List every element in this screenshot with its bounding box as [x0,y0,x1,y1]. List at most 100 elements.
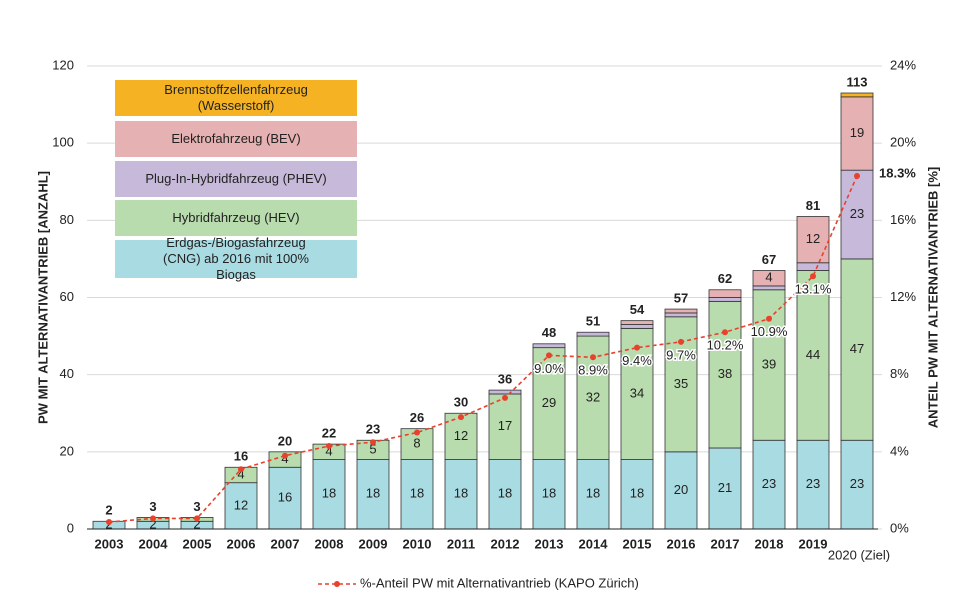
x-tick-label: 2010 [403,536,432,551]
line-value-label: 9.4% [622,353,652,368]
bar-segment [356,459,390,530]
total-label: 57 [674,291,688,306]
line-point [106,519,112,526]
total-label: 67 [762,252,776,267]
bar-segment [664,312,698,318]
segment-label: 44 [806,347,820,362]
legend-entry: Brennstoffzellenfahrzeug (Wasserstoff) [115,80,357,116]
x-tick-label: 2005 [183,536,212,551]
line-point [810,273,816,280]
bar-segment [488,389,522,395]
line-value-label: 9.0% [534,361,564,376]
total-label: 36 [498,372,512,387]
segment-label: 18 [366,486,380,501]
bar-segment [576,331,610,337]
x-tick-label: 2018 [755,536,784,551]
segment-label: 21 [718,480,732,495]
bar-segment [752,285,786,291]
line-value-label: 8.9% [578,363,608,378]
segment-label: 29 [542,395,556,410]
x-tick-label: 2013 [535,536,564,551]
y-axis-title: PW MIT ALTERNATIVANTRIEB [ANZAHL] [35,171,50,424]
line-point [854,172,860,179]
total-label: 81 [806,198,820,213]
segment-label: 19 [850,125,864,140]
segment-label: 18 [586,486,600,501]
segment-label: 18 [542,486,556,501]
segment-label: 20 [674,482,688,497]
total-label: 48 [542,325,556,340]
x-tick-label: 2017 [711,536,740,551]
bar-segment [532,459,566,530]
line-series [108,175,858,523]
x-tick-label: 2004 [139,536,169,551]
legend-label: %-Anteil PW mit Alternativantrieb (KAPO … [360,575,639,590]
y-tick-label: 20 [60,443,74,458]
line-point [766,315,772,322]
bar-segment [708,300,742,449]
line-point [414,429,420,436]
y2-tick-label: 0% [890,520,909,535]
line-value-label: 13.1% [795,282,832,297]
bar-segment [620,324,654,329]
bar-segment [620,320,654,325]
segment-label: 4 [237,466,244,481]
bar-segment [488,393,522,460]
total-label: 113 [847,74,868,89]
segment-label: 2 [149,517,156,532]
x-tick-label: 2012 [491,536,520,551]
line-value-label: 18.3% [879,165,916,180]
x-tick-label: 2016 [667,536,696,551]
bar-segment [796,216,830,264]
x-tick-label: 2008 [315,536,344,551]
bar-segment [796,270,830,441]
segment-label: 32 [586,389,600,404]
bar-segment [224,482,258,530]
bar-segment [840,92,874,98]
bar-segment [664,451,698,530]
total-label: 16 [234,449,248,464]
y-tick-label: 40 [60,366,74,381]
segment-label: 4 [325,443,332,458]
segment-label: 18 [630,486,644,501]
segment-label: 5 [369,441,376,456]
y-tick-label: 120 [52,57,74,72]
bar-segment [708,297,742,302]
bar-segment [268,451,302,468]
line-point [458,414,464,421]
bar-segment [532,343,566,349]
x-tick-label: 2009 [359,536,388,551]
segment-label: 39 [762,356,776,371]
line-point [634,344,640,351]
total-label: 51 [586,314,600,329]
x-tick-label: 2006 [227,536,256,551]
bar-segment [664,308,698,314]
segment-label: 12 [234,497,248,512]
bar-segment [444,412,478,460]
line-point [150,515,156,522]
y2-tick-label: 16% [890,212,916,227]
segment-label: 4 [765,270,772,285]
x-tick-label: 2015 [623,536,652,551]
x-tick-label: 2014 [579,536,609,551]
segment-label: 16 [278,490,292,505]
legend-entry: Hybridfahrzeug (HEV) [115,200,357,236]
line-point [502,394,508,401]
total-label: 62 [718,271,732,286]
segment-label: 23 [762,476,776,491]
line-point [722,329,728,336]
x-tick-label: 2007 [271,536,300,551]
line-value-label: 10.2% [707,338,744,353]
y2-tick-label: 20% [890,135,916,150]
line-point [678,338,684,345]
bar-segment [840,169,874,260]
legend-marker [334,581,340,587]
y-tick-label: 80 [60,212,74,227]
segment-label: 38 [718,366,732,381]
segment-label: 8 [413,436,420,451]
segment-label: 23 [806,476,820,491]
line-value-label: 9.7% [666,347,696,362]
bar-segment [752,270,786,287]
